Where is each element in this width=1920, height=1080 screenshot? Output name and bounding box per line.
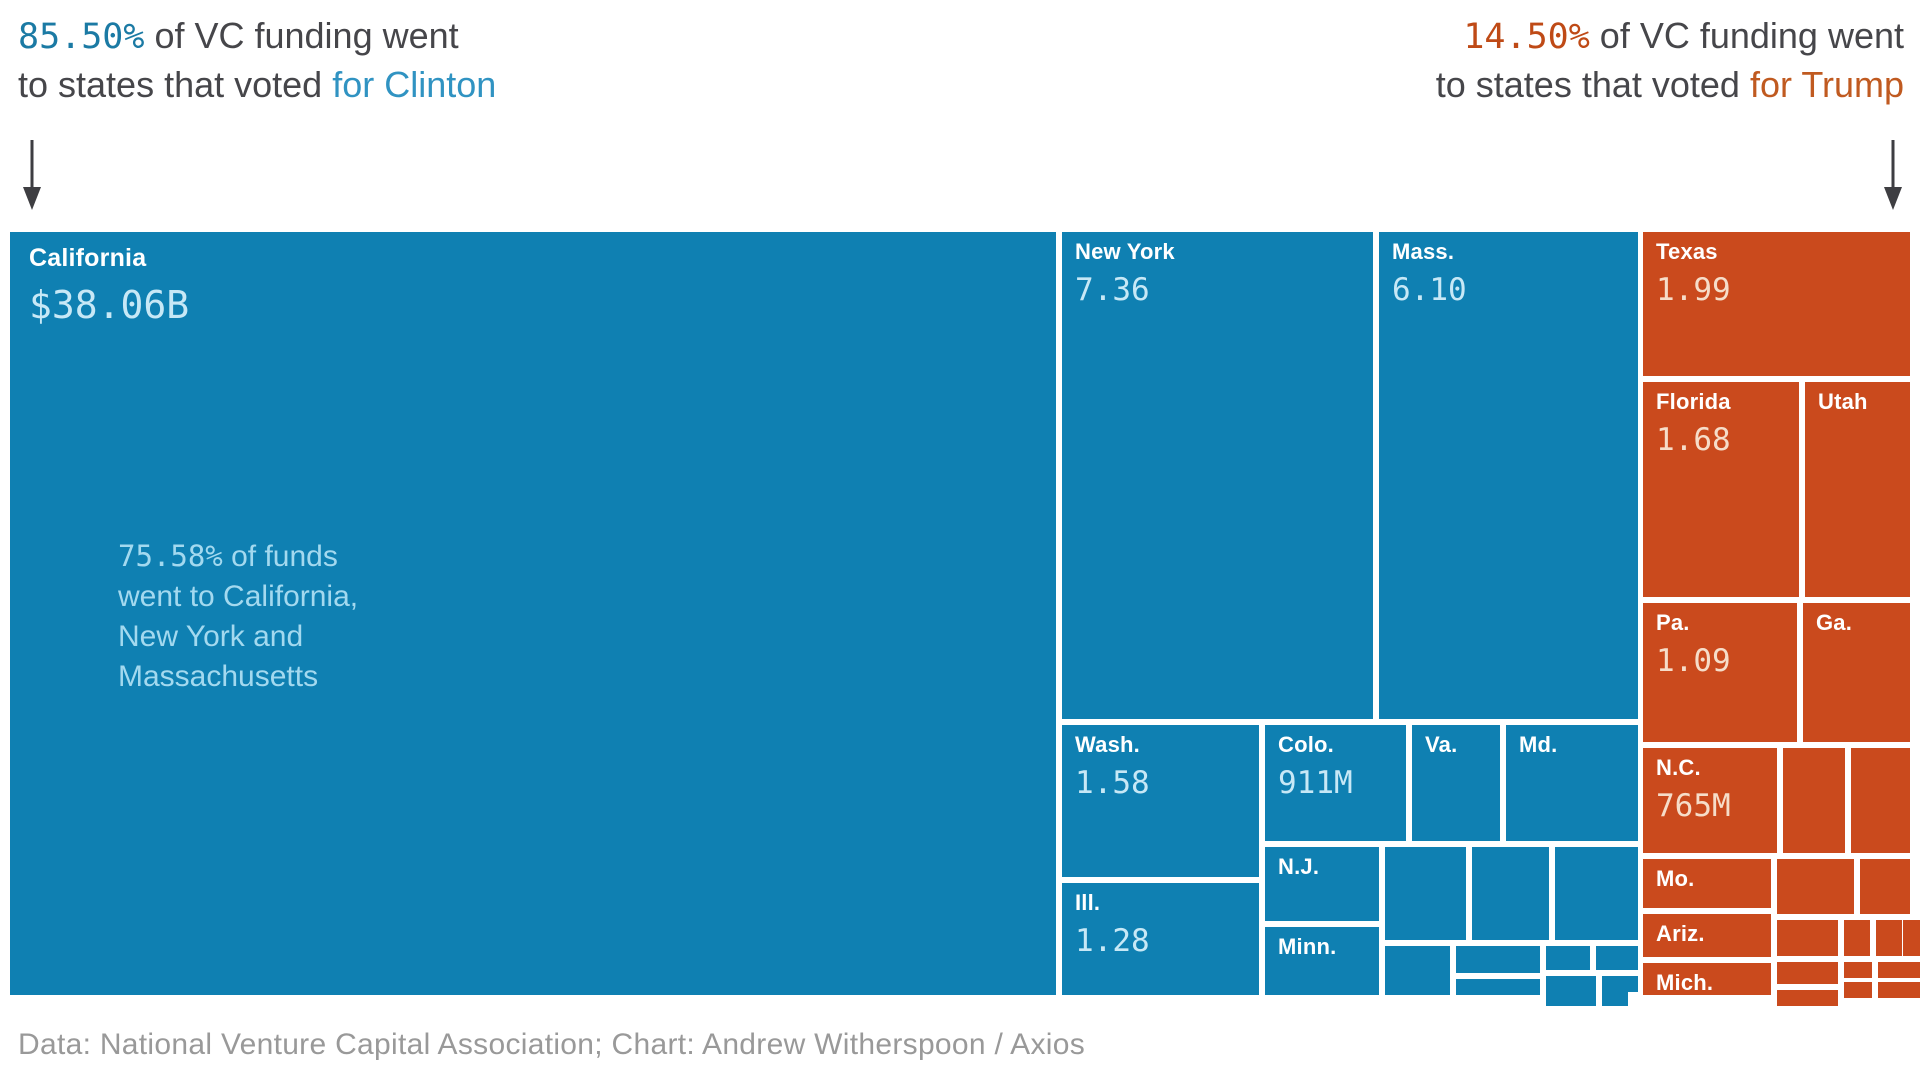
treemap-tile-unlabeled bbox=[1851, 748, 1910, 853]
tile-value: 1.68 bbox=[1656, 422, 1731, 459]
tile-value: 1.58 bbox=[1075, 765, 1150, 802]
tile-value: 1.99 bbox=[1656, 272, 1731, 309]
tile-label: Ga. bbox=[1816, 610, 1853, 635]
down-arrow-icon bbox=[1884, 140, 1902, 210]
tile-label: Florida bbox=[1656, 389, 1731, 414]
treemap-tile-unlabeled bbox=[1456, 979, 1540, 995]
trump-headline-line1: 14.50% of VC funding went bbox=[1463, 15, 1904, 57]
treemap-tile-unlabeled bbox=[1385, 946, 1450, 995]
treemap-tile-va: Va. bbox=[1412, 725, 1500, 841]
treemap-tile-ga: Ga. bbox=[1803, 603, 1910, 742]
tile-label: Minn. bbox=[1278, 934, 1337, 959]
treemap-tile-unlabeled bbox=[1385, 847, 1466, 940]
treemap-tile-unlabeled bbox=[1844, 982, 1872, 998]
treemap-tile-unlabeled bbox=[1860, 859, 1910, 914]
treemap-tile-unlabeled bbox=[1546, 990, 1596, 1006]
treemap-tile-unlabeled bbox=[1602, 990, 1628, 1006]
treemap-tile-nj: N.J. bbox=[1265, 847, 1379, 921]
treemap-tile-unlabeled bbox=[1777, 920, 1838, 956]
treemap-tile-unlabeled bbox=[1777, 990, 1838, 1006]
treemap-tile-md: Md. bbox=[1506, 725, 1638, 841]
treemap-tile-unlabeled bbox=[1777, 962, 1838, 984]
treemap-tile-unlabeled bbox=[1783, 748, 1845, 853]
tile-value: 1.28 bbox=[1075, 923, 1150, 960]
treemap-tile-unlabeled bbox=[1878, 962, 1904, 978]
tile-label: N.C. bbox=[1656, 755, 1701, 780]
tile-value: 765M bbox=[1656, 788, 1731, 825]
treemap-tile-unlabeled bbox=[1903, 920, 1920, 956]
treemap-tile-florida: Florida 1.68 bbox=[1643, 382, 1799, 597]
treemap-tile-unlabeled bbox=[1906, 982, 1920, 998]
tile-value: 6.10 bbox=[1392, 272, 1467, 309]
tile-label: Ariz. bbox=[1656, 921, 1705, 946]
tile-label: Mich. bbox=[1656, 970, 1714, 995]
treemap-tile-unlabeled bbox=[1602, 976, 1638, 992]
tile-label: Mass. bbox=[1392, 239, 1455, 264]
tile-label: New York bbox=[1075, 239, 1175, 264]
tile-label: Wash. bbox=[1075, 732, 1140, 757]
tile-label: Texas bbox=[1656, 239, 1718, 264]
treemap-tile-minn: Minn. bbox=[1265, 927, 1379, 995]
trump-headline-line2: to states that voted for Trump bbox=[1435, 64, 1904, 105]
tile-label: Colo. bbox=[1278, 732, 1334, 757]
treemap-tile-wash: Wash. 1.58 bbox=[1062, 725, 1259, 877]
clinton-headline: 85.50% of VC funding went to states that… bbox=[18, 12, 496, 109]
tile-label: Md. bbox=[1519, 732, 1558, 757]
treemap-tile-new-york: New York 7.36 bbox=[1062, 232, 1373, 719]
tile-value: 7.36 bbox=[1075, 272, 1150, 309]
treemap-tile-mo: Mo. bbox=[1643, 859, 1771, 908]
tile-label: California bbox=[29, 244, 147, 272]
treemap-tile-unlabeled bbox=[1844, 920, 1870, 956]
treemap-tile-unlabeled bbox=[1546, 946, 1590, 970]
treemap-tile-unlabeled bbox=[1546, 976, 1596, 992]
clinton-headline-line1: 85.50% of VC funding went bbox=[18, 15, 459, 57]
treemap-tile-california: California $38.06B bbox=[10, 232, 1056, 995]
tile-label: Pa. bbox=[1656, 610, 1690, 635]
tile-label: Utah bbox=[1818, 389, 1868, 414]
treemap-tile-unlabeled bbox=[1555, 847, 1638, 940]
california-annotation: 75.58% of funds went to California, New … bbox=[118, 539, 359, 693]
treemap-tile-ariz: Ariz. bbox=[1643, 914, 1771, 957]
treemap-tile-unlabeled bbox=[1898, 962, 1920, 978]
tile-label: Mo. bbox=[1656, 866, 1695, 891]
source-credit: Data: National Venture Capital Associati… bbox=[18, 1028, 1085, 1061]
treemap-tile-unlabeled bbox=[1777, 859, 1854, 914]
treemap-tile-mich: Mich. bbox=[1643, 963, 1771, 995]
down-arrow-icon bbox=[23, 140, 41, 210]
trump-highlight: for Trump bbox=[1749, 64, 1904, 105]
treemap-tile-texas: Texas 1.99 bbox=[1643, 232, 1910, 376]
treemap-tile-mass: Mass. 6.10 bbox=[1379, 232, 1638, 719]
tile-label: Va. bbox=[1425, 732, 1458, 757]
treemap-tile-unlabeled bbox=[1844, 962, 1872, 978]
trump-percentage: 14.50% bbox=[1463, 17, 1590, 57]
treemap-tile-unlabeled bbox=[1456, 946, 1540, 973]
treemap-tile-utah: Utah bbox=[1805, 382, 1910, 597]
clinton-headline-line2: to states that voted for Clinton bbox=[18, 64, 497, 105]
treemap-tile-colo: Colo. 911M bbox=[1265, 725, 1406, 841]
treemap-tile-unlabeled bbox=[1596, 946, 1638, 970]
tile-value: $38.06B bbox=[29, 283, 190, 328]
treemap-tile-pa: Pa. 1.09 bbox=[1643, 603, 1797, 742]
treemap-tile-nc: N.C. 765M bbox=[1643, 748, 1777, 853]
tile-label: Ill. bbox=[1075, 890, 1101, 915]
annotation-percentage: 75.58% bbox=[118, 539, 223, 573]
treemap-tile-unlabeled bbox=[1876, 920, 1902, 956]
tile-value: 911M bbox=[1278, 765, 1353, 802]
tile-value: 1.09 bbox=[1656, 643, 1731, 680]
clinton-percentage: 85.50% bbox=[18, 17, 145, 57]
trump-headline: 14.50% of VC funding went to states that… bbox=[1436, 12, 1904, 109]
tile-label: N.J. bbox=[1278, 854, 1320, 879]
clinton-highlight: for Clinton bbox=[332, 64, 497, 105]
treemap-tile-unlabeled bbox=[1472, 847, 1549, 940]
treemap-tile-ill: Ill. 1.28 bbox=[1062, 883, 1259, 995]
